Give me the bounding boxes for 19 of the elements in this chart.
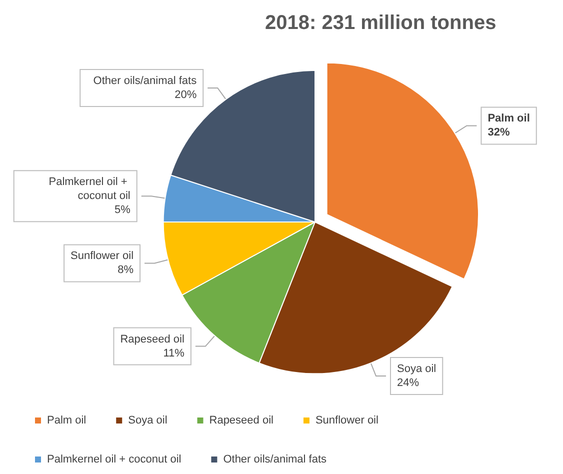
data-label: 20% xyxy=(174,88,197,101)
legend-label: Other oils/animal fats xyxy=(223,454,328,466)
legend-label: Palmkernel oil + coconut oil xyxy=(47,454,182,466)
slice-label: Other oils/animal fats xyxy=(93,74,198,87)
legend-label: Palm oil xyxy=(47,414,86,426)
data-label: 11% xyxy=(163,347,185,360)
slice-label: Sunflower oil xyxy=(70,250,134,262)
slice-label: Rapeseed oil xyxy=(120,333,184,346)
data-label: 8% xyxy=(118,264,134,276)
legend-label: Rapeseed oil xyxy=(209,414,274,426)
data-label: 32% xyxy=(488,126,510,139)
slice-label: Soya oil xyxy=(396,363,436,376)
slice-label: Palm oil xyxy=(488,112,530,125)
data-label: 24% xyxy=(396,377,420,390)
slice-label: Palmkernel oil + coconut oil xyxy=(48,176,130,202)
chart-title: 2018: 231 million tonnes xyxy=(265,12,496,34)
legend-label: Soya oil xyxy=(128,414,168,426)
data-label: 5% xyxy=(114,204,131,216)
legend-label: Sunflower oil xyxy=(315,414,378,426)
